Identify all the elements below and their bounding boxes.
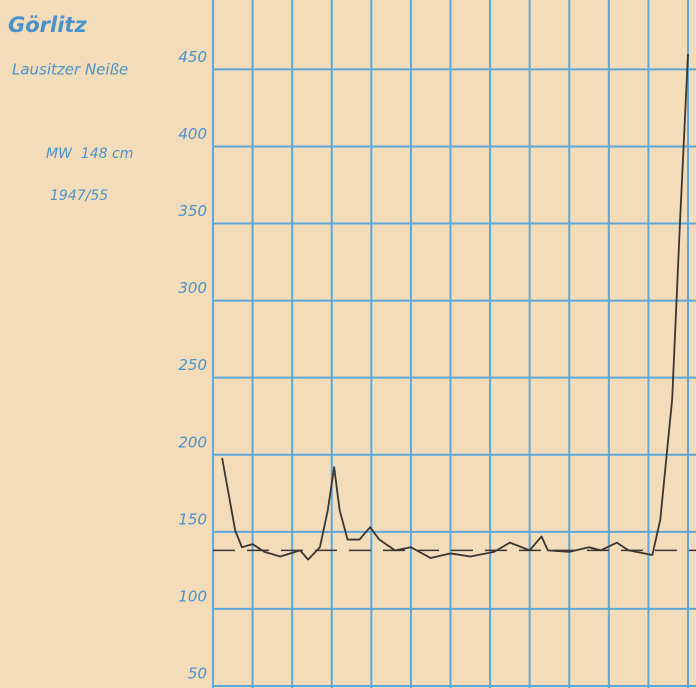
annotation: MW 148 cm [46, 146, 133, 162]
y-tick-label: 450 [178, 48, 207, 66]
paper [0, 0, 696, 688]
subtitle: Lausitzer Neiße [12, 61, 128, 79]
y-tick-label: 100 [178, 587, 207, 605]
y-tick-label: 50 [188, 665, 207, 683]
y-tick-label: 150 [178, 510, 207, 528]
annotation: 1947/55 [50, 188, 108, 204]
y-tick-label: 250 [178, 356, 207, 374]
page: Görlitz Lausitzer Neiße MW 148 cm 1947/5… [0, 0, 696, 688]
y-tick-label: 300 [178, 279, 207, 297]
y-tick-label: 350 [178, 202, 207, 220]
y-tick-label: 400 [178, 125, 207, 143]
chart: Görlitz Lausitzer Neiße MW 148 cm 1947/5… [0, 0, 696, 688]
chart-title: Görlitz [8, 13, 87, 37]
y-tick-label: 200 [178, 433, 207, 451]
